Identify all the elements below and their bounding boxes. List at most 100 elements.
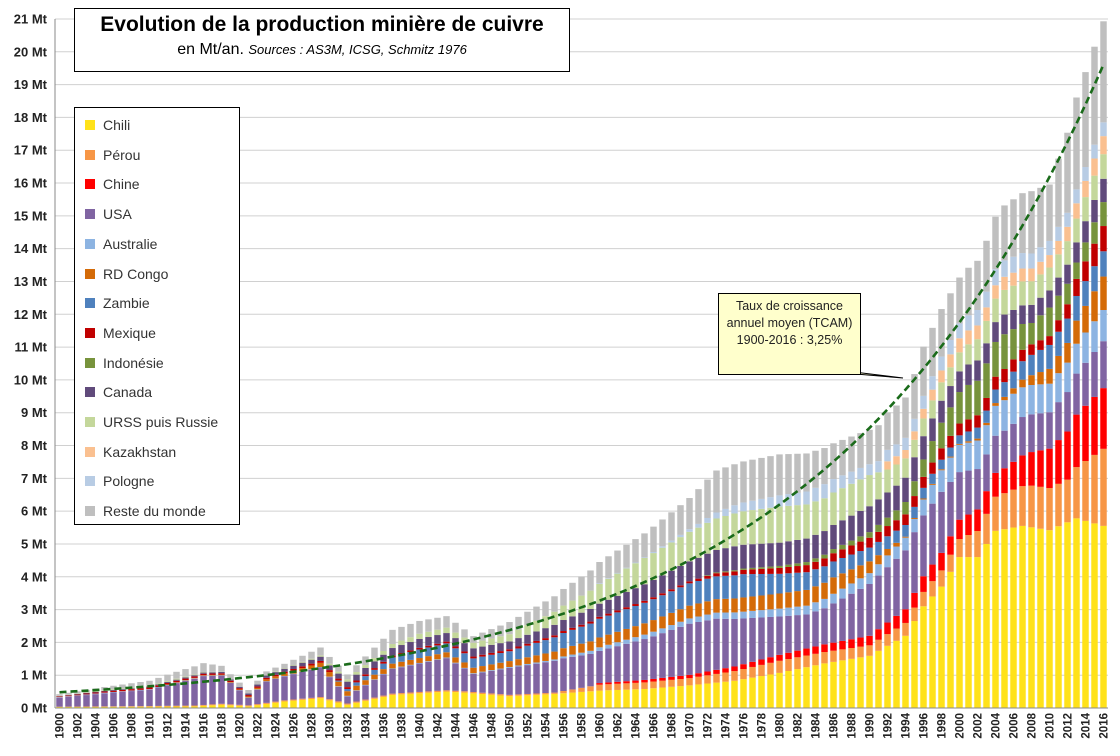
bar-segment	[479, 654, 486, 657]
bar-segment	[731, 571, 738, 576]
bar-segment	[695, 684, 702, 708]
bar-segment	[461, 691, 468, 693]
bar-segment	[326, 670, 333, 673]
bar-segment	[569, 692, 576, 708]
bar-segment	[542, 662, 549, 694]
bar-segment	[389, 643, 396, 649]
bar-segment	[947, 457, 954, 482]
bar-segment	[938, 570, 945, 587]
bar-segment	[452, 646, 459, 649]
bar-segment	[983, 410, 990, 423]
bar-segment	[929, 564, 936, 582]
bar-segment	[821, 554, 828, 559]
bar-segment	[731, 671, 738, 681]
bar-segment	[749, 661, 756, 667]
bar-segment	[812, 569, 819, 587]
bar-segment	[146, 706, 153, 708]
bar-segment	[425, 661, 432, 662]
bar-segment	[119, 691, 126, 692]
legend-swatch	[85, 357, 95, 368]
bar-segment	[821, 484, 828, 499]
bar-segment	[362, 674, 369, 677]
bar-segment	[236, 704, 243, 706]
x-tick-label: 1974	[721, 712, 733, 738]
bar-segment	[677, 609, 684, 622]
bar-segment	[812, 501, 819, 535]
bar-segment	[614, 631, 621, 643]
bar-segment	[947, 386, 954, 408]
bar-segment	[650, 688, 657, 708]
bar-segment	[362, 665, 369, 668]
bar-segment	[785, 573, 792, 593]
bar-segment	[290, 659, 297, 665]
bar-segment	[929, 376, 936, 390]
x-tick-label: 1922	[253, 713, 265, 739]
bar-segment	[1055, 373, 1062, 403]
bar-segment	[767, 616, 774, 658]
bar-segment	[1046, 307, 1053, 337]
bar-segment	[1010, 489, 1017, 528]
bar-segment	[848, 583, 855, 594]
bar-segment	[353, 702, 360, 708]
bar-segment	[848, 483, 855, 516]
bar-segment	[137, 706, 144, 707]
bar-segment	[1082, 167, 1089, 181]
bar-segment	[56, 696, 63, 698]
bar-segment	[281, 700, 288, 702]
bar-segment	[281, 663, 288, 669]
legend-item: URSS puis Russie	[85, 412, 218, 432]
bar-segment	[1091, 523, 1098, 708]
bar-segment	[110, 689, 117, 690]
bar-segment	[236, 686, 243, 689]
bar-segment	[902, 635, 909, 708]
bar-segment	[848, 515, 855, 541]
bar-segment	[254, 704, 261, 706]
bar-segment	[380, 661, 387, 664]
bar-segment	[749, 459, 756, 501]
bar-segment	[1082, 332, 1089, 363]
bar-segment	[785, 670, 792, 708]
bar-segment	[1010, 371, 1017, 389]
bar-segment	[1091, 291, 1098, 322]
bar-segment	[695, 603, 702, 617]
bar-segment	[353, 690, 360, 691]
bar-segment	[875, 461, 882, 473]
bar-segment	[443, 658, 450, 691]
bar-segment	[902, 449, 909, 459]
x-tick-label: 1956	[559, 713, 571, 739]
bar-segment	[704, 522, 711, 554]
bar-segment	[920, 418, 927, 437]
bar-segment	[596, 684, 603, 691]
bar-segment	[236, 688, 243, 690]
bar-segment	[740, 611, 747, 619]
x-tick-label: 1970	[685, 713, 697, 739]
bar-segment	[1055, 254, 1062, 278]
bar-segment	[983, 422, 990, 426]
bar-segment	[506, 641, 513, 650]
legend-item: Canada	[85, 382, 152, 402]
bar-segment	[758, 567, 765, 569]
bar-segment	[1046, 184, 1053, 241]
bar-segment	[335, 702, 342, 708]
bar-segment	[650, 599, 657, 621]
bar-segment	[857, 536, 864, 542]
bar-segment	[1037, 274, 1044, 298]
bar-segment	[821, 652, 828, 664]
bar-segment	[641, 602, 648, 624]
bar-segment	[560, 648, 567, 657]
bar-segment	[497, 651, 504, 654]
x-tick-label: 1962	[613, 713, 625, 739]
bar-segment	[578, 624, 585, 627]
bar-segment	[218, 665, 225, 672]
bar-segment	[866, 583, 873, 636]
legend-swatch	[85, 417, 95, 427]
bar-segment	[920, 499, 927, 516]
x-tick-label: 1958	[577, 712, 589, 738]
bar-segment	[866, 464, 873, 476]
legend-item: Indonésie	[85, 353, 164, 373]
bar-segment	[740, 511, 747, 545]
bar-segment	[587, 641, 594, 651]
bar-segment	[614, 683, 621, 690]
bar-segment	[812, 450, 819, 488]
bar-segment	[371, 647, 378, 659]
